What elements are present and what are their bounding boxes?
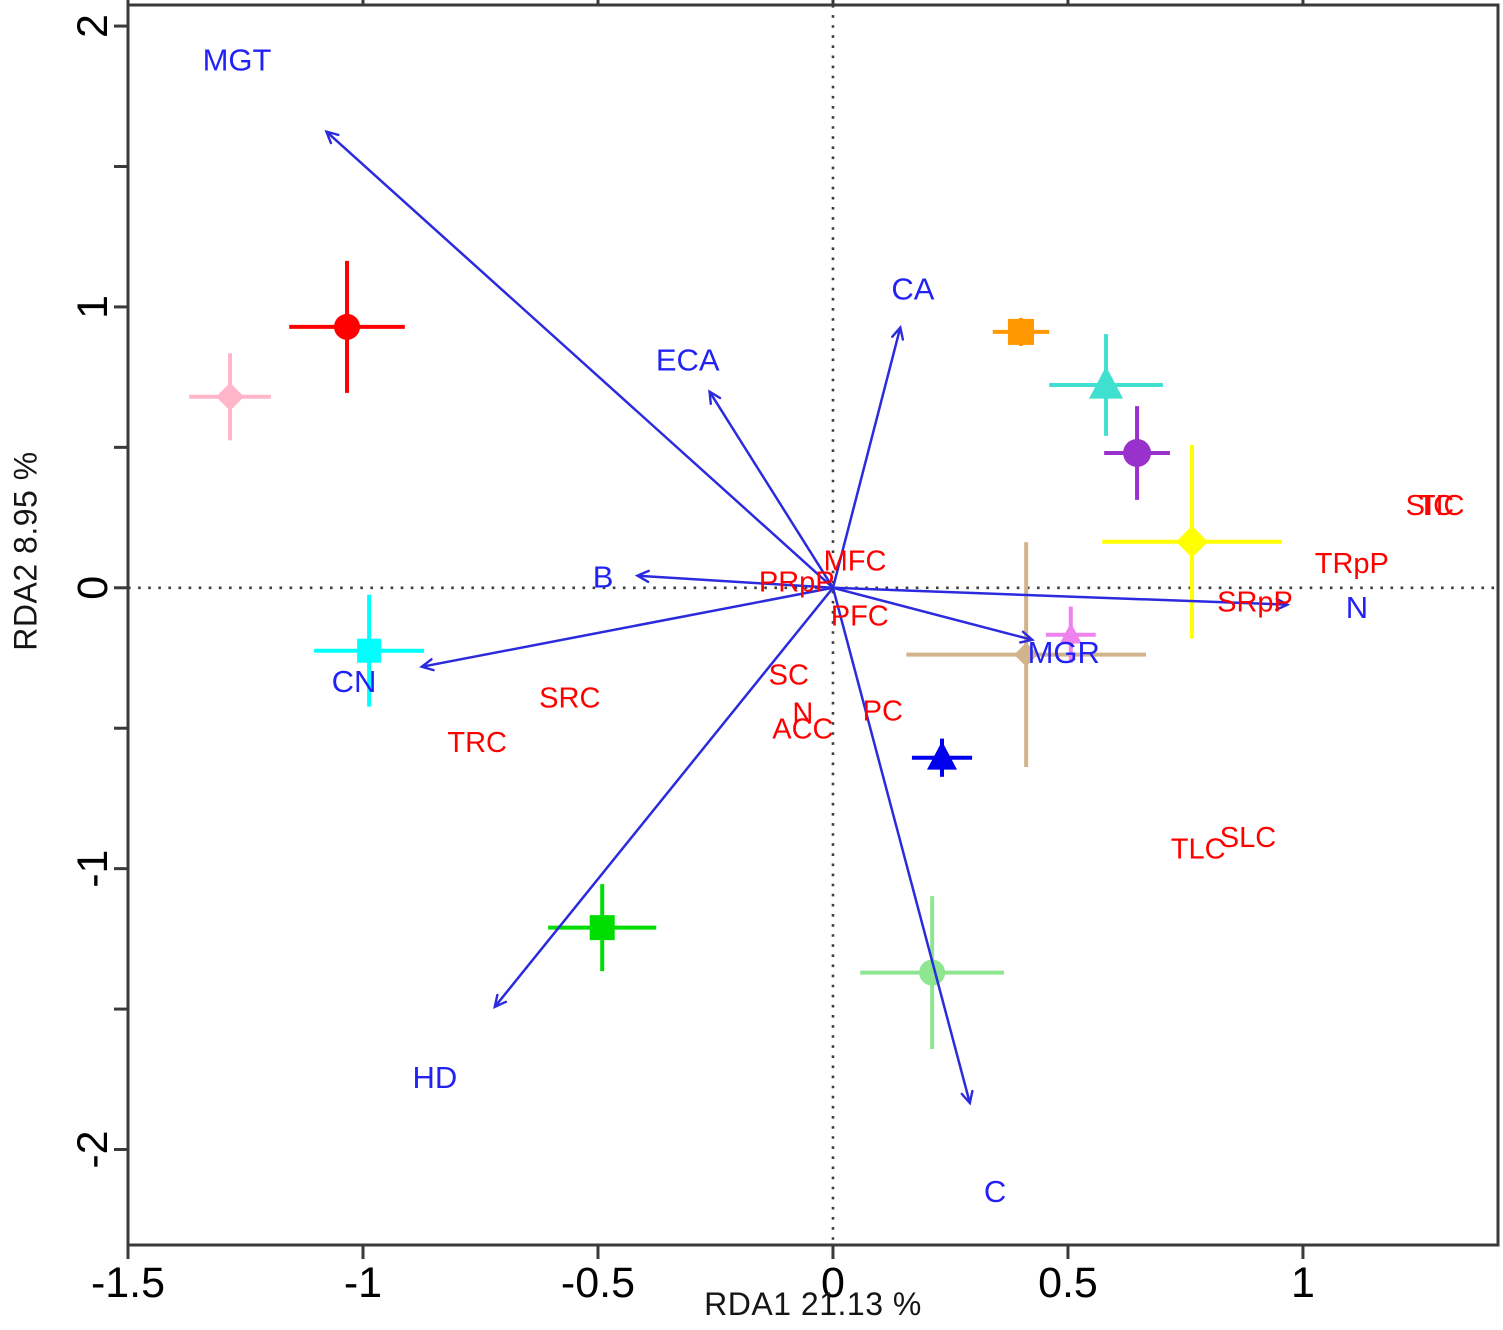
species-label-PRpP-1: PRpP [759,567,835,599]
env-arrow-label-CN: CN [332,664,377,699]
env-arrow-HD [493,587,834,1010]
env-arrow-label-CA: CA [891,271,934,306]
environment-arrow-labels: MGT ECA CA B CN HD C MGR N [203,43,1369,1209]
plot-border [126,3,1500,1247]
species-label-TIC-14: TIC [1418,490,1465,522]
y-tick-label: -2 [69,1130,117,1168]
diamond-marker [215,382,244,411]
environment-arrows [324,129,1291,1106]
sample-point-green-square [548,884,657,972]
sample-points [189,260,1282,1049]
triangle-marker [1089,366,1124,399]
sample-point-orange-square [992,317,1050,346]
sample-point-tan-diamond [906,542,1146,767]
sample-point-lightgreen-circle [860,896,1005,1049]
env-arrow-MGR [832,586,1035,644]
triangle-marker [1059,622,1082,644]
env-arrow-label-ECA: ECA [656,343,720,378]
circle-marker [919,959,946,986]
sample-point-purple-circle [1104,406,1170,500]
species-label-N-4: N [792,698,813,730]
y-tick-label: 1 [69,295,117,319]
species-label-TRC-8: TRC [447,727,507,759]
env-arrow-ECA [708,389,835,589]
y-tick-label: 2 [69,14,117,38]
env-arrow-C [831,587,974,1106]
diamond-marker [1014,642,1039,667]
x-tick-label: -1.5 [91,1259,165,1307]
env-arrow-B [634,569,834,590]
env-arrow-N [832,586,1291,611]
species-label-SRpP-12: SRpP [1217,587,1293,619]
x-tick-label: -0.5 [561,1259,635,1307]
square-marker [357,638,382,663]
species-label-PC-6: PC [863,696,903,728]
axis-ticks: -1.5 -1 -0.5 0 0.5 1 2 1 0 -1 -2 [69,0,1315,1307]
env-arrow-label-MGR: MGR [1028,635,1100,670]
y-tick-label: 0 [69,576,117,600]
species-label-TRpP-11: TRpP [1315,548,1389,580]
env-arrow-label-HD: HD [413,1060,458,1095]
square-marker [589,915,615,941]
sample-point-pink-diamond [189,353,271,441]
y-axis-title: RDA2 8.95 % [7,451,44,651]
circle-marker [1123,438,1152,467]
sample-point-turquoise-triangle [1049,334,1163,436]
sample-point-blue-triangle [911,738,973,777]
species-labels: MFCPRpPPFCSCNACCPCSRCTRCTLCSLCTRpPSRpPSI… [447,490,1464,866]
env-arrow-CN [419,586,834,672]
triangle-marker [927,741,958,770]
env-arrow-label-B: B [593,559,614,594]
square-marker [1007,318,1034,345]
species-label-TLC-9: TLC [1171,834,1226,866]
env-arrow-label-C: C [984,1174,1006,1209]
species-label-SRC-7: SRC [539,683,600,715]
env-arrow-label-N: N [1346,590,1368,625]
sample-point-yellow-diamond [1102,444,1282,639]
zero-reference-lines [128,5,1498,1245]
species-label-ACC-5: ACC [772,714,833,746]
diamond-marker [1176,525,1209,558]
species-label-PFC-2: PFC [831,601,889,633]
env-arrow-label-MGT: MGT [203,43,272,78]
sample-point-violet-triangle [1045,606,1096,663]
x-tick-label: 0.5 [1038,1259,1098,1307]
x-tick-label: 1 [1291,1259,1315,1307]
sample-point-red-circle [289,260,405,393]
env-arrow-MGT [324,129,834,589]
x-tick-label: 0 [821,1259,845,1307]
x-axis-title: RDA1 21.13 % [704,1286,922,1322]
y-tick-label: -1 [69,850,117,888]
species-label-SLC-10: SLC [1220,822,1276,854]
x-tick-label: -1 [344,1259,382,1307]
species-label-MFC-0: MFC [824,546,887,578]
circle-marker [334,313,361,340]
sample-point-cyan-square [314,594,425,707]
species-label-SC-3: SC [769,660,809,692]
species-label-SIC-13: SIC [1406,490,1454,522]
env-arrow-CA [831,324,905,589]
